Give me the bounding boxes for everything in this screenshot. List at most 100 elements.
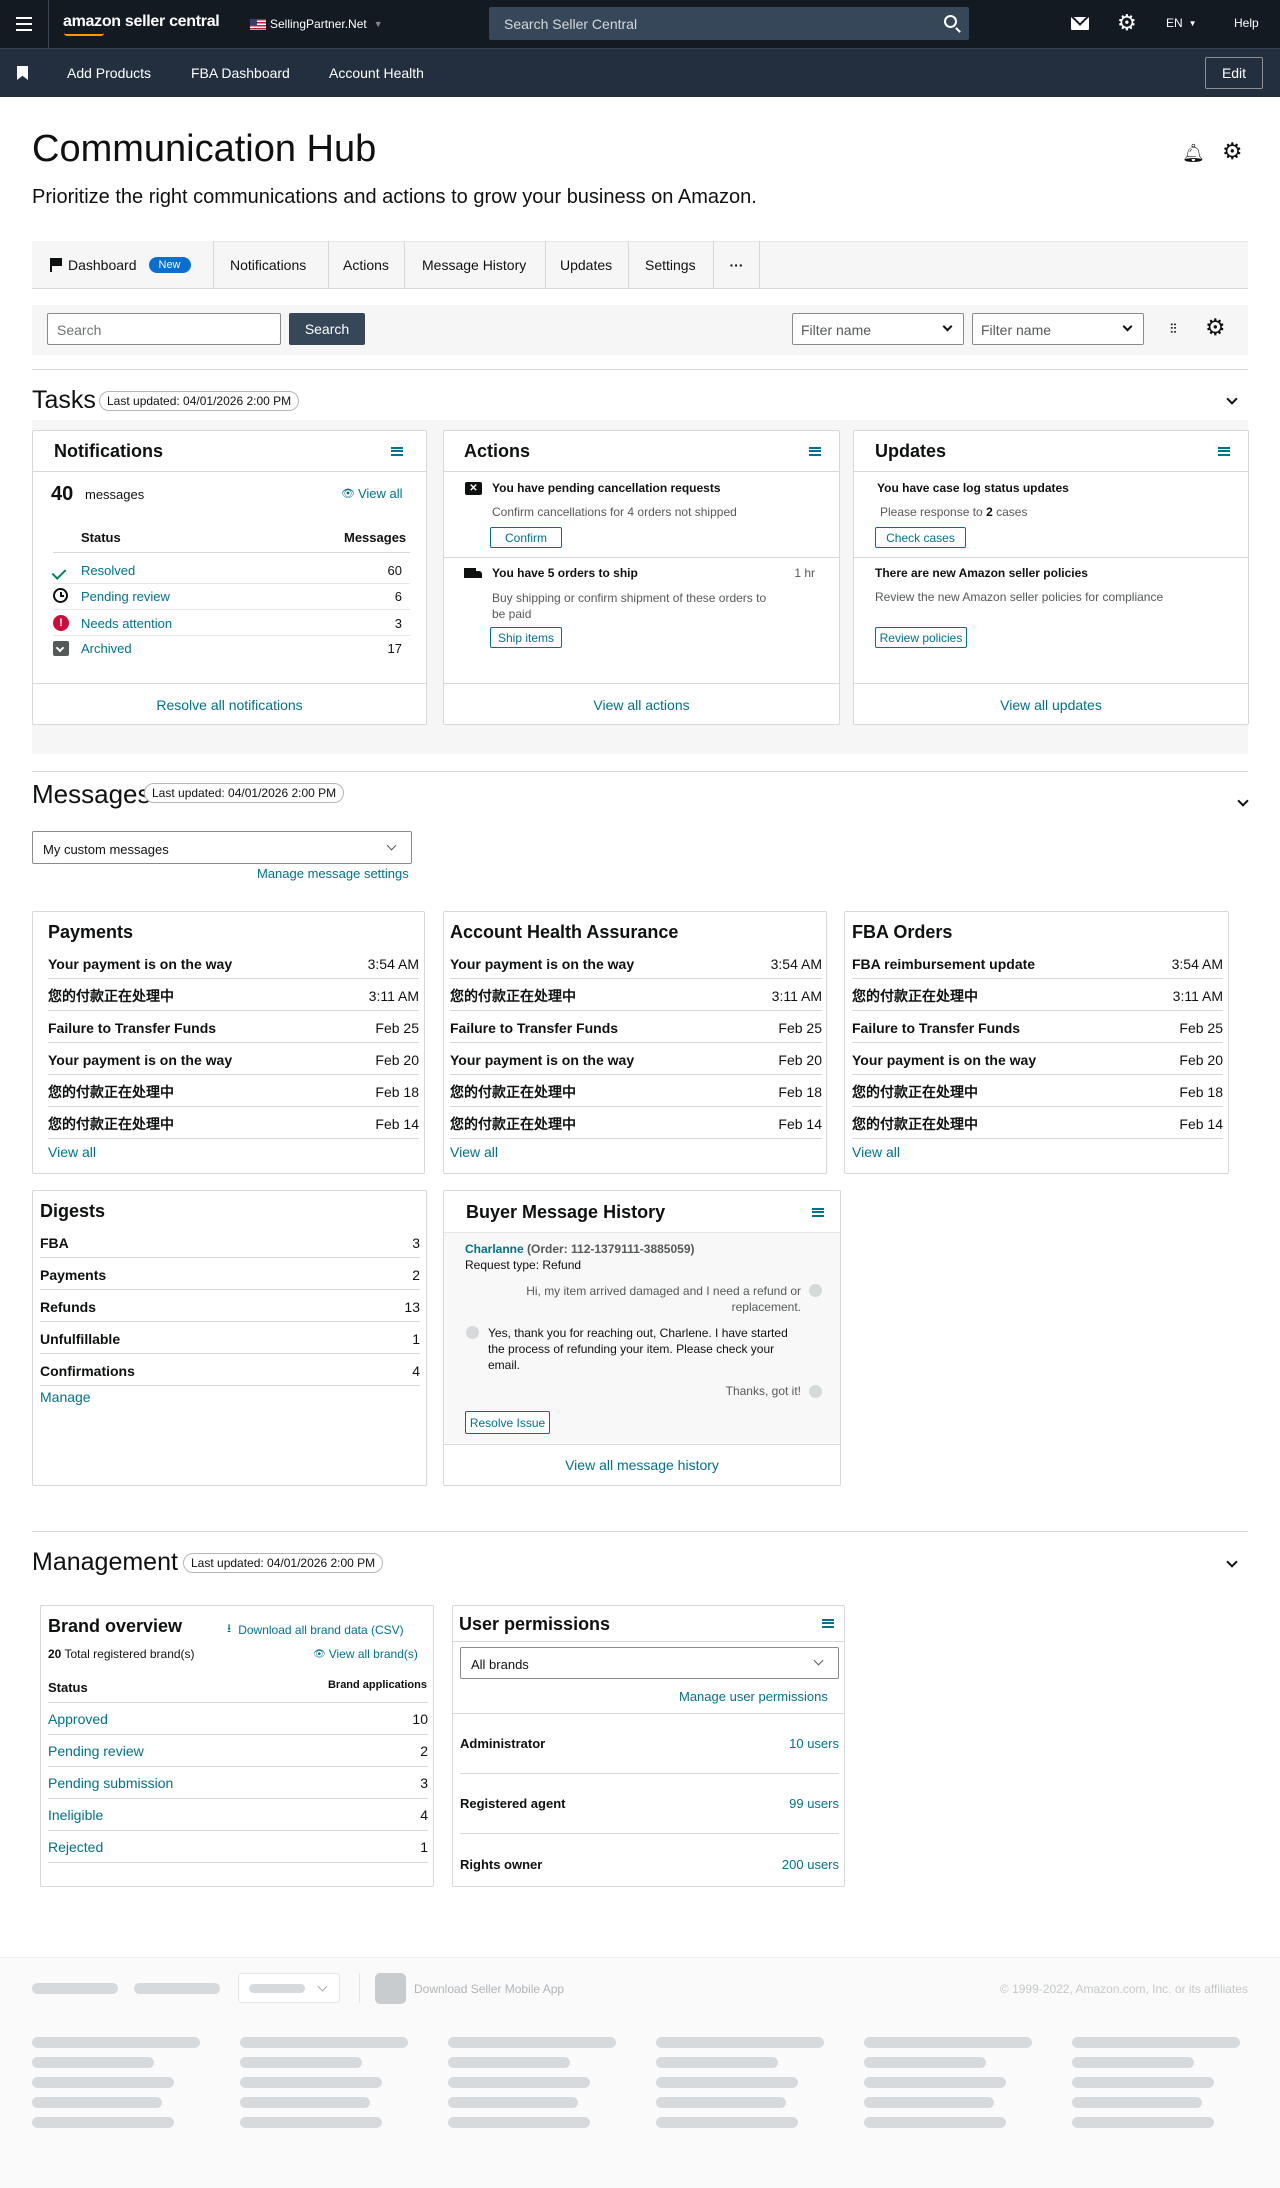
resolve-issue-button[interactable]: Resolve Issue [465, 1411, 550, 1434]
message-row[interactable]: Your payment is on the way 3:54 AM [450, 950, 822, 979]
card-filter-icon[interactable] [391, 445, 403, 457]
message-row[interactable]: 您的付款正在处理中 Feb 14 [48, 1110, 419, 1139]
permission-row[interactable]: Administrator 10 users [460, 1714, 839, 1774]
more-tabs-button[interactable]: ··· [714, 241, 760, 288]
status-resolved-link[interactable]: Resolved [81, 563, 136, 578]
adjust-filters-icon[interactable]: ⫶⫶ [1170, 321, 1177, 336]
message-row[interactable]: Your payment is on the way 3:54 AM [48, 950, 419, 979]
brand-status-link[interactable]: Rejected [48, 1838, 104, 1855]
tab-dashboard[interactable]: Dashboard New [32, 241, 214, 288]
brand-status-row[interactable]: Pending review 2 [48, 1735, 428, 1767]
permission-users-link[interactable]: 200 users [781, 1856, 839, 1872]
tab-message-history[interactable]: Message History [405, 241, 546, 288]
nav-link-account-health[interactable]: Account Health [329, 65, 424, 81]
tab-settings[interactable]: Settings [629, 241, 714, 288]
card-filter-icon[interactable] [1218, 445, 1230, 457]
gear-icon[interactable]: ⚙ [1117, 10, 1137, 35]
tasks-collapse-chevron-icon[interactable] [1226, 393, 1238, 405]
tab-updates[interactable]: Updates [546, 241, 629, 288]
brand-filter-dropdown[interactable]: All brands [460, 1647, 839, 1679]
tab-notifications[interactable]: Notifications [214, 241, 329, 288]
search-icon[interactable] [944, 15, 957, 28]
ship-items-button[interactable]: Ship items [490, 627, 562, 648]
bell-icon[interactable]: 🔔︎ [1182, 143, 1205, 163]
status-archived-link[interactable]: Archived [81, 641, 132, 656]
messages-collapse-chevron-icon[interactable] [1237, 795, 1249, 807]
footer-language-dropdown[interactable] [238, 1973, 340, 2003]
permission-users-link[interactable]: 10 users [789, 1736, 839, 1751]
digest-row[interactable]: Payments 2 [40, 1261, 420, 1290]
digest-row[interactable]: Refunds 13 [40, 1293, 420, 1322]
payments-view-all-link[interactable]: View all [48, 1144, 96, 1160]
manage-user-permissions-link[interactable]: Manage user permissions [679, 1689, 828, 1704]
digest-row[interactable]: FBA 3 [40, 1229, 420, 1258]
message-row[interactable]: Your payment is on the way Feb 20 [852, 1046, 1223, 1075]
brand-status-row[interactable]: Ineligible 4 [48, 1799, 428, 1831]
amazon-logo[interactable]: amazon seller central [63, 13, 220, 30]
mail-icon[interactable] [1071, 17, 1089, 30]
mobile-app-icon[interactable] [375, 1973, 406, 2004]
message-filter-dropdown[interactable]: My custom messages [32, 831, 412, 864]
brand-status-row[interactable]: Approved 10 [48, 1703, 428, 1735]
message-row[interactable]: 您的付款正在处理中 3:11 AM [48, 982, 419, 1011]
search-input[interactable]: Search Seller Central [489, 7, 969, 40]
download-brand-data-link[interactable]: ⭳ Download all brand data (CSV) [227, 1619, 404, 1640]
view-all-brands-link[interactable]: 👁︎ View all brand(s) [313, 1647, 418, 1661]
card-filter-icon[interactable] [809, 445, 821, 457]
check-cases-button[interactable]: Check cases [875, 527, 966, 548]
permission-row[interactable]: Registered agent 99 users [460, 1774, 839, 1834]
language-selector[interactable]: EN ▼ [1166, 16, 1197, 30]
resolve-all-notifications-link[interactable]: Resolve all notifications [156, 697, 303, 713]
view-all-actions-link[interactable]: View all actions [593, 697, 690, 713]
message-row[interactable]: 您的付款正在处理中 Feb 18 [48, 1078, 419, 1107]
brand-status-link[interactable]: Pending submission [48, 1774, 174, 1791]
search-settings-gear-icon[interactable]: ⚙ [1205, 314, 1226, 340]
message-row[interactable]: Your payment is on the way Feb 20 [450, 1046, 822, 1075]
account-health-view-all-link[interactable]: View all [450, 1144, 498, 1160]
message-row[interactable]: Failure to Transfer Funds Feb 25 [450, 1014, 822, 1043]
message-row[interactable]: 您的付款正在处理中 Feb 14 [852, 1110, 1223, 1139]
filter-select-2[interactable]: Filter name [972, 313, 1144, 345]
hamburger-icon[interactable] [16, 17, 32, 31]
fba-orders-view-all-link[interactable]: View all [852, 1144, 900, 1160]
status-pending-review-link[interactable]: Pending review [81, 589, 170, 604]
marketplace-selector[interactable]: SellingPartner.Net ▼ [250, 15, 383, 33]
brand-status-row[interactable]: Pending submission 3 [48, 1767, 428, 1799]
view-all-message-history-link[interactable]: View all message history [565, 1457, 719, 1473]
message-row[interactable]: FBA reimbursement update 3:54 AM [852, 950, 1223, 979]
buyer-name-link[interactable]: Charlanne [465, 1242, 524, 1256]
digest-row[interactable]: Unfulfillable 1 [40, 1325, 420, 1354]
filter-search-input[interactable]: Search [47, 313, 281, 345]
edit-button[interactable]: Edit [1205, 57, 1263, 89]
permission-users-link[interactable]: 99 users [789, 1796, 839, 1811]
message-row[interactable]: 您的付款正在处理中 Feb 18 [852, 1078, 1223, 1107]
management-collapse-chevron-icon[interactable] [1226, 1556, 1238, 1568]
notifications-view-all-link[interactable]: 👁︎ View all [341, 486, 403, 501]
search-button[interactable]: Search [289, 313, 365, 345]
message-row[interactable]: Failure to Transfer Funds Feb 25 [852, 1014, 1223, 1043]
nav-link-fba-dashboard[interactable]: FBA Dashboard [191, 65, 290, 81]
brand-status-row[interactable]: Rejected 1 [48, 1831, 428, 1863]
review-policies-button[interactable]: Review policies [875, 627, 967, 648]
digests-manage-link[interactable]: Manage [40, 1389, 91, 1405]
confirm-button[interactable]: Confirm [490, 527, 562, 548]
tab-actions[interactable]: Actions [329, 241, 405, 288]
download-app-link[interactable]: Download Seller Mobile App [414, 1982, 565, 1996]
settings-gear-icon[interactable]: ⚙ [1222, 138, 1243, 164]
message-row[interactable]: Your payment is on the way Feb 20 [48, 1046, 419, 1075]
message-row[interactable]: 您的付款正在处理中 3:11 AM [450, 982, 822, 1011]
status-needs-attention-link[interactable]: Needs attention [81, 616, 173, 631]
nav-link-add-products[interactable]: Add Products [67, 65, 152, 81]
brand-status-link[interactable]: Ineligible [48, 1806, 104, 1823]
message-row[interactable]: Failure to Transfer Funds Feb 25 [48, 1014, 419, 1043]
manage-message-settings-link[interactable]: Manage message settings [257, 866, 409, 881]
card-filter-icon[interactable] [822, 1617, 834, 1629]
bookmark-icon[interactable] [17, 66, 28, 80]
card-filter-icon[interactable] [812, 1206, 824, 1218]
message-row[interactable]: 您的付款正在处理中 Feb 14 [450, 1110, 822, 1139]
brand-status-link[interactable]: Pending review [48, 1742, 144, 1759]
message-row[interactable]: 您的付款正在处理中 3:11 AM [852, 982, 1223, 1011]
filter-select-1[interactable]: Filter name [792, 313, 964, 345]
permission-row[interactable]: Rights owner 200 users [460, 1834, 839, 1894]
help-link[interactable]: Help [1234, 16, 1259, 30]
